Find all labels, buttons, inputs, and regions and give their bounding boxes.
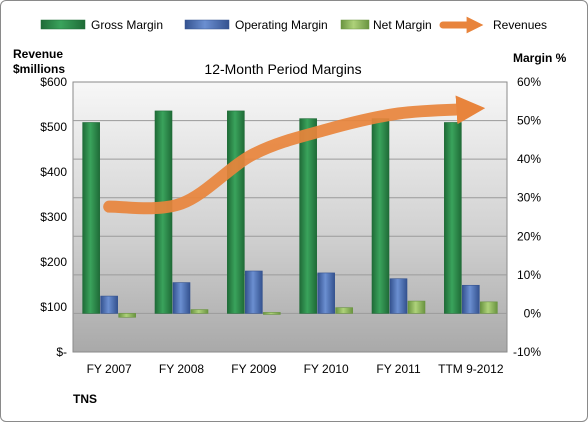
legend-label-operating-margin: Operating Margin xyxy=(235,18,328,32)
legend-label-revenues: Revenues xyxy=(493,18,547,32)
net-margin-bar xyxy=(335,307,353,314)
plot-area xyxy=(72,81,508,353)
right-tick-label: 20% xyxy=(517,229,541,243)
left-axis-label-line1: Revenue xyxy=(13,47,63,61)
revenues-point xyxy=(253,153,255,155)
category-label: FY 2008 xyxy=(159,362,204,376)
category-label: FY 2010 xyxy=(304,362,349,376)
right-axis-ticks: -10% 0% 10% 20% 30% 40% 50% 60% xyxy=(513,75,541,359)
right-tick-label: -10% xyxy=(513,345,541,359)
left-axis-ticks: $- $100 $200 $300 $400 $500 $600 xyxy=(40,75,67,359)
chart-title: 12-Month Period Margins xyxy=(204,61,361,77)
net-margin-bar xyxy=(407,300,426,314)
revenues-point xyxy=(181,203,183,205)
net-margin-bar xyxy=(118,313,136,318)
operating-margin-bar xyxy=(462,284,480,314)
gross-margin-bar xyxy=(299,118,317,314)
category-labels: FY 2007 FY 2008 FY 2009 FY 2010 FY 2011 TTM 9… xyxy=(87,362,504,376)
revenues-point xyxy=(325,129,327,131)
gross-margin-bar xyxy=(82,122,100,314)
left-tick-label: $200 xyxy=(40,255,67,269)
legend-label-net-margin: Net Margin xyxy=(373,18,432,32)
gross-margin-bar xyxy=(444,122,462,314)
legend-swatch-operating-margin xyxy=(184,19,230,30)
category-label: TTM 9-2012 xyxy=(438,362,504,376)
net-margin-bar xyxy=(263,312,281,315)
operating-margin-bar xyxy=(172,282,191,314)
net-margin-bar xyxy=(480,301,498,314)
operating-margin-bar xyxy=(317,272,335,314)
legend-swatch-gross-margin xyxy=(40,19,86,30)
right-tick-label: 40% xyxy=(517,152,541,166)
operating-margin-bar xyxy=(100,295,118,314)
left-tick-label: $500 xyxy=(40,120,67,134)
right-tick-label: 10% xyxy=(517,268,541,282)
company-label: TNS xyxy=(73,392,97,406)
operating-margin-bar xyxy=(389,278,408,314)
left-tick-label: $300 xyxy=(40,210,67,224)
right-tick-label: 60% xyxy=(517,75,541,89)
gridlines xyxy=(73,120,507,314)
right-axis-label: Margin % xyxy=(513,51,567,65)
right-tick-label: 0% xyxy=(524,306,542,320)
revenues-line xyxy=(103,95,486,215)
right-tick-label: 30% xyxy=(517,191,541,205)
legend: Gross Margin Operating Margin Net Margin… xyxy=(40,16,547,34)
left-tick-label: $- xyxy=(56,345,67,359)
left-tick-label: $600 xyxy=(40,75,67,89)
category-label: FY 2011 xyxy=(376,362,421,376)
left-tick-label: $100 xyxy=(40,300,67,314)
legend-swatch-net-margin xyxy=(340,19,370,30)
operating-margin-bar xyxy=(245,270,263,314)
left-axis-label-line2: $millions xyxy=(13,62,65,76)
legend-label-gross-margin: Gross Margin xyxy=(91,18,163,32)
revenue-line-group xyxy=(103,95,486,215)
right-tick-label: 50% xyxy=(517,114,541,128)
gross-margin-bar xyxy=(371,118,390,314)
gross-margin-bar xyxy=(227,110,245,314)
revenues-point xyxy=(108,206,110,208)
category-label: FY 2009 xyxy=(231,362,276,376)
net-margin-bar xyxy=(190,309,209,314)
revenues-point xyxy=(398,113,400,115)
left-tick-label: $400 xyxy=(40,165,67,179)
revenues-point xyxy=(470,108,472,110)
category-label: FY 2007 xyxy=(87,362,132,376)
